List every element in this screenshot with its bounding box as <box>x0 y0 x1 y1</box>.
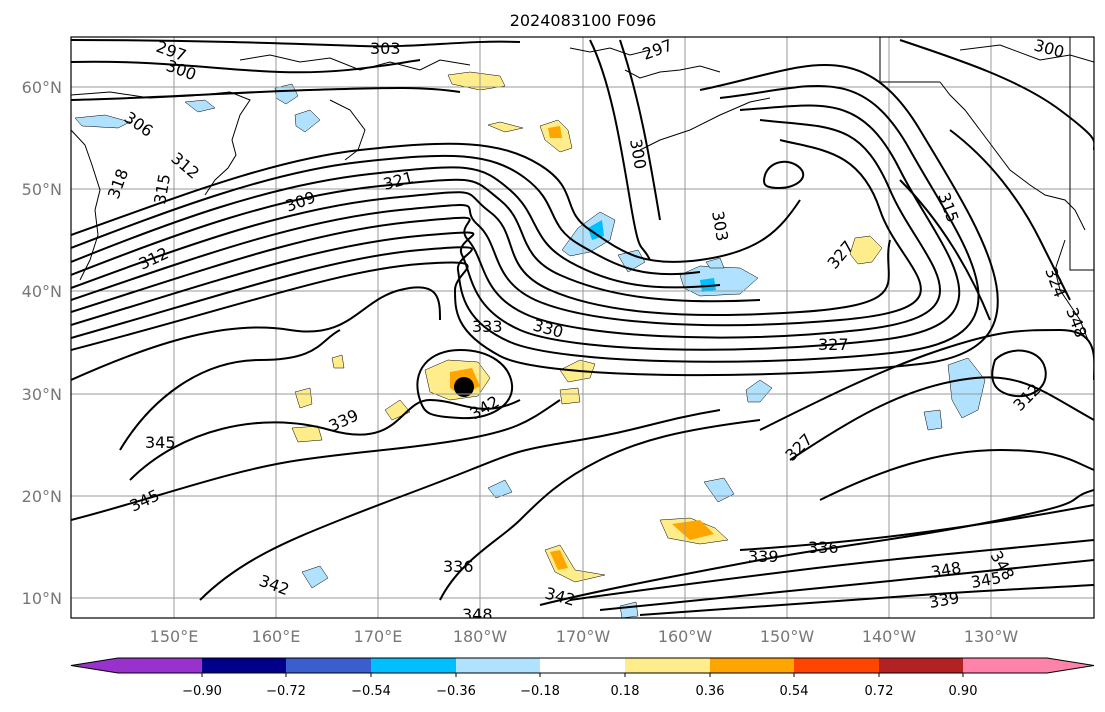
map-area: 297 300 303 297 300 306 312 318 315 309 … <box>70 36 1095 624</box>
colorbar-tick-label: −0.18 <box>520 684 560 699</box>
lon-label: 160°E <box>252 627 301 646</box>
colorbar-tick-label: 0.90 <box>949 684 978 699</box>
lon-label: 170°E <box>354 627 403 646</box>
colorbar-tick-label: 0.72 <box>865 684 894 699</box>
colorbar-extend-high <box>1047 658 1094 673</box>
lat-label: 10°N <box>22 589 62 608</box>
lon-label: 160°W <box>658 627 713 646</box>
colorbar-segment <box>540 658 625 673</box>
contour-label: 327 <box>818 335 849 354</box>
lon-label: 130°W <box>964 627 1019 646</box>
map-title: 2024083100 F096 <box>510 11 657 30</box>
colorbar-segment <box>879 658 963 673</box>
colorbar-segment <box>963 658 1047 673</box>
colorbar-segment <box>286 658 371 673</box>
colorbar-segment <box>456 658 540 673</box>
colorbar-tick-label: −0.54 <box>351 684 391 699</box>
lon-label: 150°E <box>150 627 199 646</box>
contour-label: 345 <box>145 433 176 452</box>
lat-label: 20°N <box>22 487 62 506</box>
contour-label: 336 <box>808 538 839 557</box>
colorbar-tick-label: −0.36 <box>436 684 476 699</box>
colorbar-outline <box>70 657 1095 674</box>
contour-label: 336 <box>443 557 474 576</box>
contour-label: 348 <box>462 605 493 624</box>
lat-label: 30°N <box>22 385 62 404</box>
colorbar-extend-low <box>71 658 118 673</box>
latitude-labels: 60°N 50°N 40°N 30°N 20°N 10°N <box>22 78 62 608</box>
lat-label: 50°N <box>22 180 62 199</box>
colorbar-tick-label: 0.54 <box>780 684 809 699</box>
colorbar-segment <box>794 658 879 673</box>
colorbar-tick-label: −0.72 <box>266 684 306 699</box>
colorbar-tick-label: 0.18 <box>611 684 640 699</box>
colorbar-ticks: −0.90 −0.72 −0.54 −0.36 −0.18 0.18 0.36 … <box>182 684 977 699</box>
colorbar-segment <box>371 658 456 673</box>
colorbar-tick-label: −0.90 <box>182 684 222 699</box>
colorbar-tick-label: 0.36 <box>696 684 725 699</box>
contour-label: 333 <box>472 317 503 336</box>
colorbar-segment <box>202 658 286 673</box>
graticule <box>71 37 1094 618</box>
lat-label: 40°N <box>22 282 62 301</box>
shaded-anomalies <box>74 71 986 618</box>
colorbar-segment <box>625 658 710 673</box>
colorbar-segment <box>710 658 794 673</box>
contour-label: 339 <box>748 547 779 566</box>
longitude-labels: 150°E 160°E 170°E 180°W 170°W 160°W 150°… <box>150 627 1019 646</box>
lon-label: 140°W <box>862 627 917 646</box>
colorbar <box>70 657 1095 677</box>
lat-label: 60°N <box>22 78 62 97</box>
lon-label: 150°W <box>760 627 815 646</box>
lon-label: 180°W <box>453 627 508 646</box>
contour-label: 303 <box>370 39 401 58</box>
colorbar-segment <box>118 658 202 673</box>
lon-label: 170°W <box>556 627 611 646</box>
